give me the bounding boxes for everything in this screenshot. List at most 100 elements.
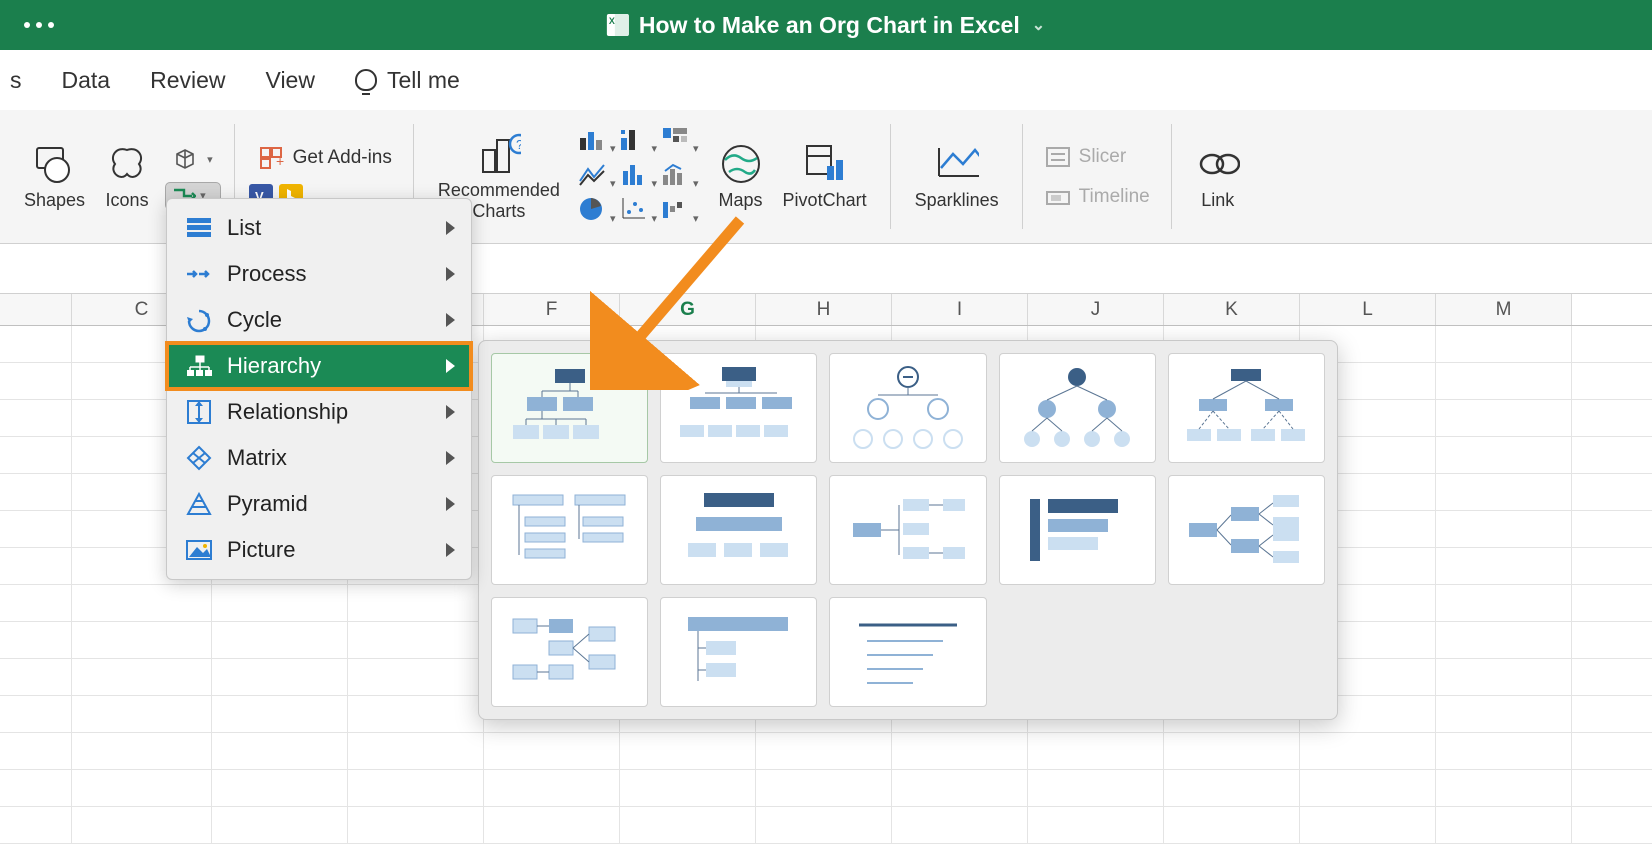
grid-cell[interactable] bbox=[72, 659, 212, 695]
grid-cell[interactable] bbox=[484, 807, 620, 843]
grid-cell[interactable] bbox=[348, 622, 484, 658]
grid-cell[interactable] bbox=[212, 622, 348, 658]
grid-cell[interactable] bbox=[1300, 807, 1436, 843]
grid-cell[interactable] bbox=[1028, 733, 1164, 769]
grid-cell[interactable] bbox=[72, 807, 212, 843]
link-button[interactable]: Link bbox=[1186, 142, 1250, 211]
column-chart-dropdown[interactable]: ▾ bbox=[578, 126, 616, 157]
waterfall-chart-dropdown[interactable]: ▾ bbox=[661, 196, 699, 227]
grid-cell[interactable] bbox=[892, 807, 1028, 843]
grid-cell[interactable] bbox=[1436, 585, 1572, 621]
grid-cell[interactable] bbox=[212, 659, 348, 695]
hierarchy-layout-thumb[interactable] bbox=[491, 353, 648, 463]
grid-cell[interactable] bbox=[756, 807, 892, 843]
grid-cell[interactable] bbox=[1436, 474, 1572, 510]
hierarchy-layout-thumb[interactable] bbox=[999, 475, 1156, 585]
column-header[interactable]: F bbox=[484, 294, 620, 325]
hierarchy-chart-dropdown[interactable]: ▾ bbox=[661, 126, 699, 157]
grid-cell[interactable] bbox=[348, 733, 484, 769]
grid-cell[interactable] bbox=[1164, 770, 1300, 806]
hierarchy-layout-thumb[interactable] bbox=[491, 597, 648, 707]
grid-cell[interactable] bbox=[1436, 696, 1572, 732]
grid-cell[interactable] bbox=[1028, 807, 1164, 843]
document-title-area[interactable]: How to Make an Org Chart in Excel ⌄ bbox=[607, 12, 1045, 39]
grid-cell[interactable] bbox=[1436, 548, 1572, 584]
grid-cell[interactable] bbox=[1436, 770, 1572, 806]
grid-cell[interactable] bbox=[212, 807, 348, 843]
grid-cell[interactable] bbox=[212, 770, 348, 806]
maps-button[interactable]: Maps bbox=[709, 142, 773, 211]
smartart-category-relationship[interactable]: Relationship bbox=[167, 389, 471, 435]
hierarchy-layout-thumb[interactable] bbox=[1168, 475, 1325, 585]
hierarchy-layout-thumb[interactable] bbox=[829, 475, 986, 585]
tab-view[interactable]: View bbox=[266, 61, 315, 100]
grid-cell[interactable] bbox=[72, 622, 212, 658]
grid-cell[interactable] bbox=[620, 733, 756, 769]
timeline-button[interactable]: Timeline bbox=[1037, 182, 1158, 212]
tab-review[interactable]: Review bbox=[150, 61, 225, 100]
scatter-chart-dropdown[interactable]: ▾ bbox=[619, 196, 657, 227]
hierarchy-layout-thumb[interactable] bbox=[660, 597, 817, 707]
grid-cell[interactable] bbox=[1436, 511, 1572, 547]
grid-cell[interactable] bbox=[1300, 770, 1436, 806]
column-header[interactable]: G bbox=[620, 294, 756, 325]
smartart-category-list[interactable]: List bbox=[167, 205, 471, 251]
get-addins-button[interactable]: + Get Add-ins bbox=[249, 140, 400, 176]
grid-cell[interactable] bbox=[1436, 622, 1572, 658]
tab-data[interactable]: Data bbox=[62, 61, 111, 100]
hierarchy-layout-thumb[interactable] bbox=[829, 597, 986, 707]
grid-cell[interactable] bbox=[348, 770, 484, 806]
grid-cell[interactable] bbox=[756, 733, 892, 769]
bar-chart-dropdown[interactable]: ▾ bbox=[619, 126, 657, 157]
grid-cell[interactable] bbox=[620, 807, 756, 843]
grid-cell[interactable] bbox=[756, 770, 892, 806]
line-chart-dropdown[interactable]: ▾ bbox=[578, 161, 616, 192]
grid-cell[interactable] bbox=[620, 770, 756, 806]
grid-cell[interactable] bbox=[72, 696, 212, 732]
grid-cell[interactable] bbox=[1436, 437, 1572, 473]
more-icon[interactable] bbox=[24, 22, 54, 28]
grid-cell[interactable] bbox=[212, 696, 348, 732]
grid-cell[interactable] bbox=[348, 585, 484, 621]
grid-cell[interactable] bbox=[484, 770, 620, 806]
grid-cell[interactable] bbox=[1436, 326, 1572, 362]
grid-cell[interactable] bbox=[892, 770, 1028, 806]
icons-button[interactable]: Icons bbox=[95, 142, 159, 211]
tab-partial[interactable]: s bbox=[10, 61, 22, 100]
pivotchart-button[interactable]: PivotChart bbox=[773, 142, 877, 211]
column-header[interactable]: I bbox=[892, 294, 1028, 325]
slicer-button[interactable]: Slicer bbox=[1037, 142, 1158, 172]
grid-cell[interactable] bbox=[1436, 400, 1572, 436]
grid-cell[interactable] bbox=[1436, 659, 1572, 695]
grid-cell[interactable] bbox=[484, 733, 620, 769]
smartart-category-cycle[interactable]: Cycle bbox=[167, 297, 471, 343]
hierarchy-layout-thumb[interactable] bbox=[1168, 353, 1325, 463]
hierarchy-layout-thumb[interactable] bbox=[829, 353, 986, 463]
hierarchy-layout-thumb[interactable] bbox=[491, 475, 648, 585]
grid-cell[interactable] bbox=[1164, 733, 1300, 769]
column-header[interactable]: K bbox=[1164, 294, 1300, 325]
smartart-category-hierarchy[interactable]: Hierarchy bbox=[167, 343, 471, 389]
smartart-category-process[interactable]: Process bbox=[167, 251, 471, 297]
hierarchy-layout-thumb[interactable] bbox=[999, 353, 1156, 463]
pie-chart-dropdown[interactable]: ▾ bbox=[578, 196, 616, 227]
smartart-category-matrix[interactable]: Matrix bbox=[167, 435, 471, 481]
grid-cell[interactable] bbox=[348, 807, 484, 843]
grid-cell[interactable] bbox=[348, 659, 484, 695]
hierarchy-layout-thumb[interactable] bbox=[660, 353, 817, 463]
grid-cell[interactable] bbox=[348, 696, 484, 732]
tell-me-search[interactable]: Tell me bbox=[355, 61, 460, 100]
grid-cell[interactable] bbox=[1164, 807, 1300, 843]
grid-cell[interactable] bbox=[1300, 733, 1436, 769]
column-header[interactable]: M bbox=[1436, 294, 1572, 325]
grid-cell[interactable] bbox=[1436, 733, 1572, 769]
smartart-category-picture[interactable]: Picture bbox=[167, 527, 471, 573]
shapes-button[interactable]: Shapes bbox=[14, 142, 95, 211]
grid-cell[interactable] bbox=[212, 733, 348, 769]
grid-cell[interactable] bbox=[72, 585, 212, 621]
combo-chart-dropdown[interactable]: ▾ bbox=[661, 161, 699, 192]
grid-cell[interactable] bbox=[72, 770, 212, 806]
grid-cell[interactable] bbox=[1436, 807, 1572, 843]
sparklines-button[interactable]: Sparklines bbox=[905, 142, 1009, 211]
smartart-category-pyramid[interactable]: Pyramid bbox=[167, 481, 471, 527]
